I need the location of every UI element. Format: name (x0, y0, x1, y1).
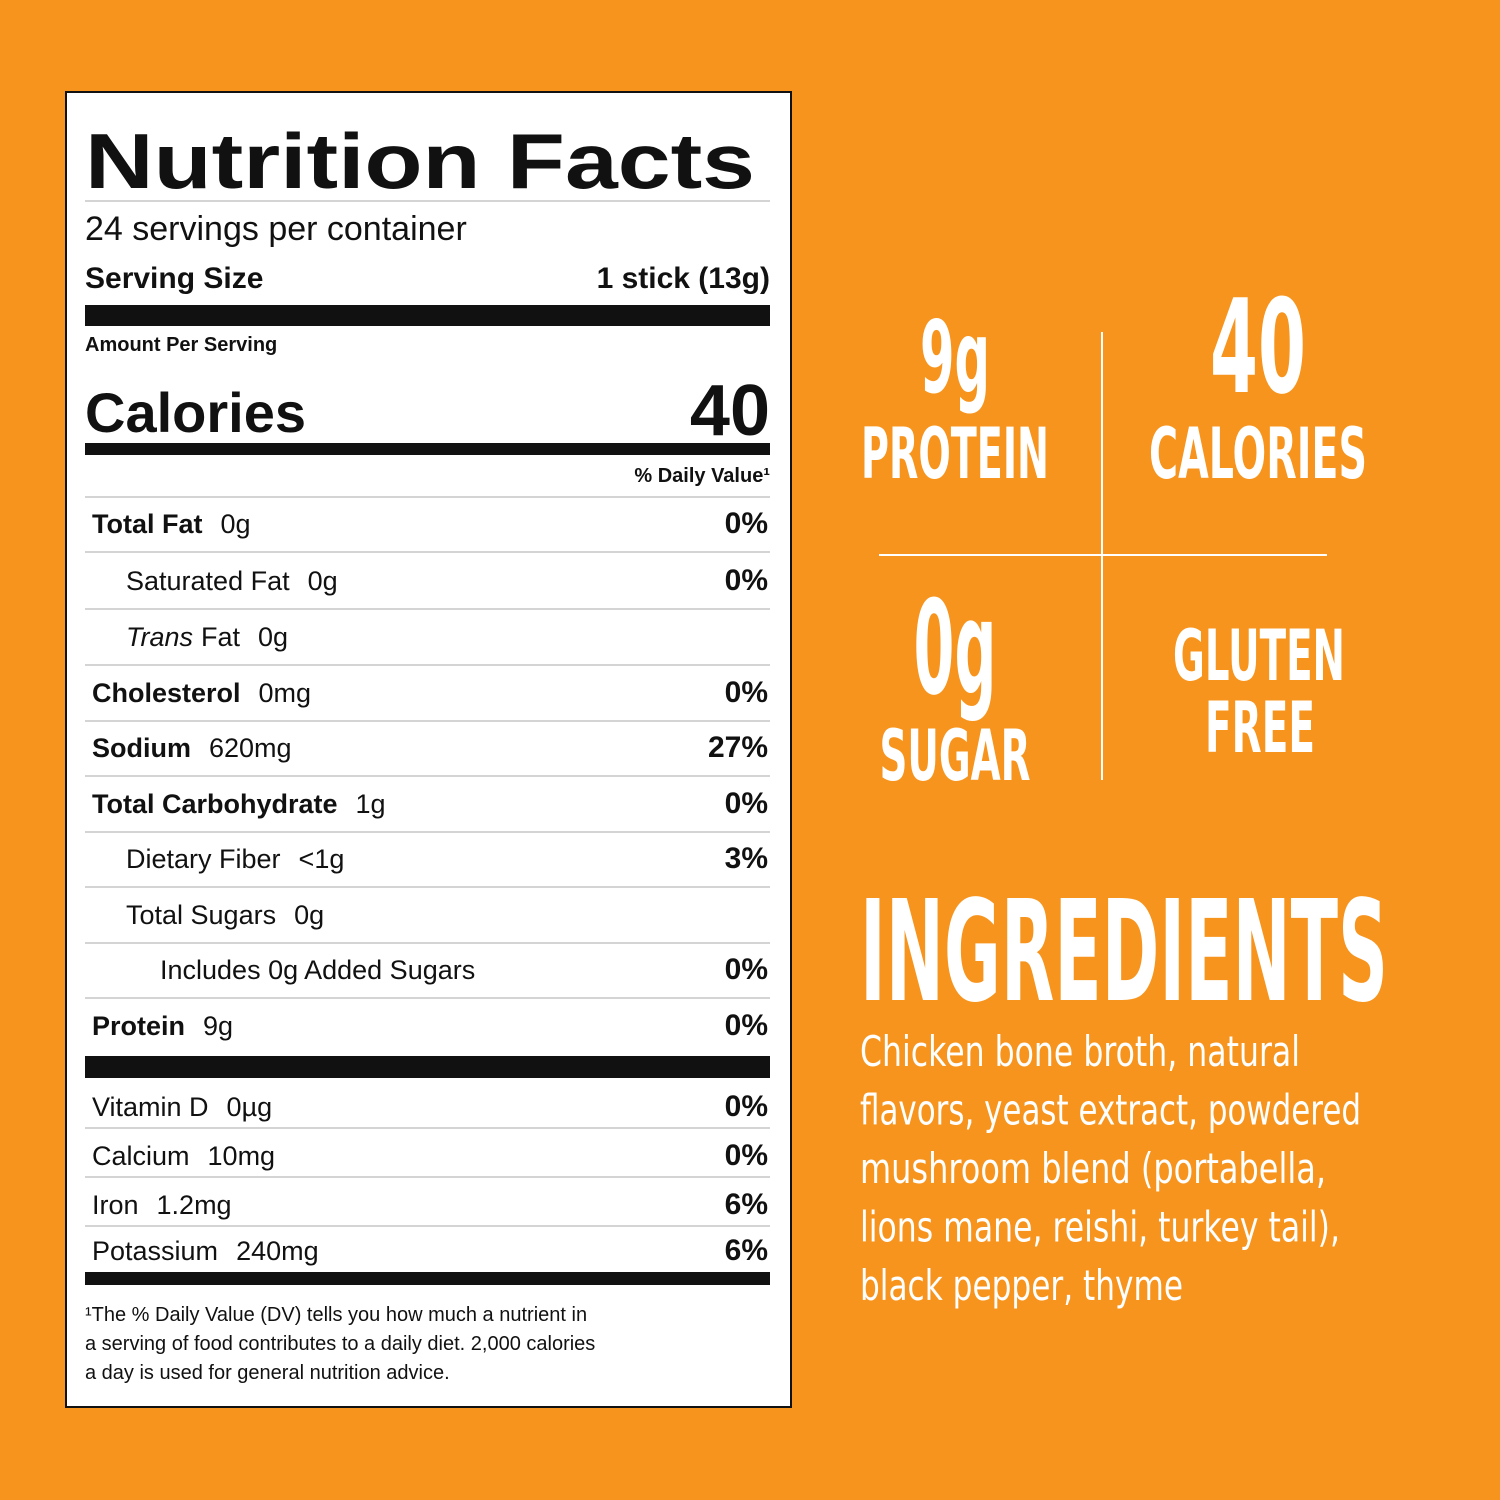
nutrient-amount: 1.2mg (157, 1190, 232, 1220)
nutrient-amount: <1g (299, 844, 345, 874)
highlight-label: PROTEIN (861, 413, 1049, 495)
nutrient-name: Vitamin D (92, 1092, 209, 1122)
nutrient-name: Protein 9g (92, 1011, 233, 1041)
nutrient-name: Calcium (92, 1141, 190, 1171)
nutrient-name: Dietary Fiber (126, 844, 281, 874)
calories-label: Calories (85, 381, 306, 444)
ingredients-line: Chicken bone broth, natural (860, 1027, 1300, 1076)
nutrient-name: Iron 1.2mg (92, 1190, 232, 1220)
rule (85, 443, 770, 455)
nutrient-name: Calcium 10mg (92, 1141, 275, 1171)
amount-per-serving: Amount Per Serving (85, 334, 277, 356)
nutrient-amount: 620mg (209, 733, 292, 763)
highlight-value: 9g (920, 299, 990, 416)
ingredients-line: mushroom blend (portabella, (860, 1144, 1326, 1193)
nutrient-name: Cholesterol (92, 678, 241, 708)
nutrient-name: Sodium (92, 733, 191, 763)
nutrient-amount: 0mg (259, 678, 312, 708)
footnote-line: ¹The % Daily Value (DV) tells you how mu… (85, 1304, 587, 1326)
nutrient-name: Total Sugars (126, 900, 276, 930)
nutrient-name: Includes 0g Added Sugars (160, 955, 475, 985)
nutrient-name: Dietary Fiber <1g (126, 844, 344, 874)
daily-value: 27% (708, 731, 768, 764)
nutrient-amount: 240mg (236, 1236, 319, 1266)
nutrient-amount: 10mg (208, 1141, 276, 1171)
nutrient-name: Potassium 240mg (92, 1236, 319, 1266)
ingredients-line: black pepper, thyme (860, 1261, 1183, 1310)
ingredients-line: lions mane, reishi, turkey tail), (860, 1203, 1340, 1252)
rule (85, 1056, 770, 1078)
nutrient-amount: 0g (221, 509, 251, 539)
highlight-value: 0g (914, 572, 997, 724)
highlight-value: 40 (1210, 271, 1306, 423)
ingredients-title: INGREDIENTS (860, 871, 1388, 1034)
nutrient-name: Cholesterol 0mg (92, 678, 311, 708)
footnote-line: a day is used for general nutrition advi… (85, 1362, 450, 1384)
nutrient-name: Total Carbohydrate (92, 789, 338, 819)
daily-value: 0% (725, 1139, 768, 1172)
daily-value: 0% (725, 676, 768, 709)
nutrient-amount: 0g (294, 900, 324, 930)
nutrient-name: Total Sugars 0g (126, 900, 324, 930)
serving-size-label: Serving Size (85, 262, 263, 295)
rule (85, 305, 770, 326)
nutrient-amount: 9g (203, 1011, 233, 1041)
nutrient-name: Total Fat (92, 509, 203, 539)
highlight-label: FREE (1205, 687, 1315, 769)
daily-value: 0% (725, 787, 768, 820)
daily-value: 0% (725, 953, 768, 986)
nutrient-name: Saturated Fat (126, 566, 290, 596)
nutrient-name: Iron (92, 1190, 139, 1220)
label-title: Nutrition Facts (85, 117, 755, 205)
calories-value: 40 (690, 371, 770, 451)
nutrient-amount: 0g (258, 622, 288, 652)
nutrient-name: Sodium 620mg (92, 733, 292, 763)
daily-value: 0% (725, 507, 768, 540)
daily-value: 0% (725, 1009, 768, 1042)
nutrient-name-italic: Trans (126, 622, 193, 652)
nutrient-amount: 0g (308, 566, 338, 596)
nutrient-name: Total Carbohydrate 1g (92, 789, 386, 819)
nutrient-name: Total Fat 0g (92, 509, 251, 539)
daily-value: 6% (725, 1188, 768, 1221)
highlight-label: CALORIES (1149, 413, 1367, 495)
footnote-line: a serving of food contributes to a daily… (85, 1333, 595, 1355)
nutrient-name: Potassium (92, 1236, 218, 1266)
nutrient-name: Fat (201, 622, 241, 652)
daily-value: 0% (725, 564, 768, 597)
nutrient-name: Protein (92, 1011, 185, 1041)
nutrient-name: Vitamin D 0µg (92, 1092, 272, 1122)
nutrient-name: Saturated Fat 0g (126, 566, 338, 596)
nutrient-amount: 0µg (227, 1092, 273, 1122)
daily-value: 6% (725, 1234, 768, 1267)
daily-value-header: % Daily Value¹ (634, 465, 770, 487)
nutrient-amount: 1g (356, 789, 386, 819)
nutrient-name: Trans Fat 0g (126, 622, 288, 652)
ingredients-line: flavors, yeast extract, powdered (860, 1086, 1361, 1135)
serving-size: 1 stick (13g) (597, 262, 770, 295)
rule (85, 1272, 770, 1285)
daily-value: 3% (725, 842, 768, 875)
highlight-label: SUGAR (880, 715, 1031, 797)
highlight-label: GLUTEN (1173, 615, 1345, 697)
servings: 24 servings per container (85, 210, 467, 248)
daily-value: 0% (725, 1090, 768, 1123)
nutrient-name: Includes 0g Added Sugars (160, 955, 475, 985)
